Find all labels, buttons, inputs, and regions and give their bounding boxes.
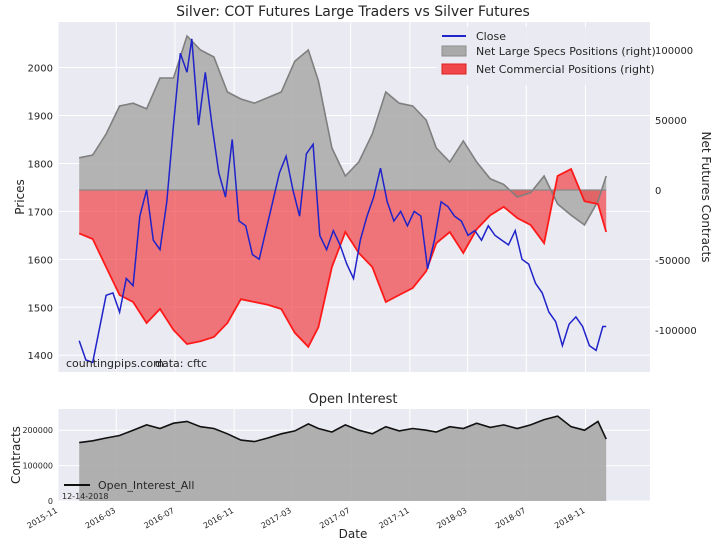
top-left-axis-label: Prices [13, 179, 27, 215]
close-price-line [78, 38, 607, 364]
commercial-line [78, 167, 608, 349]
legend-label-open-interest: Open_Interest_All [98, 479, 194, 492]
x-tick-label: 2016-03 [84, 506, 117, 531]
bottom-chart-title: Open Interest [309, 392, 398, 407]
top-right-axis-label: Net Futures Contracts [699, 131, 712, 262]
open-interest-area [79, 416, 607, 501]
bottom-left-tick-label: 0 [48, 497, 53, 506]
bottom-y-axis-label: Contracts [9, 426, 23, 484]
x-tick-label: 2016-11 [202, 506, 235, 531]
x-axis-label: Date [339, 527, 368, 541]
bottom-left-tick-label: 200000 [22, 426, 53, 435]
legend-label-large-specs: Net Large Specs Positions (right) [476, 45, 656, 58]
left-tick-label: 1900 [28, 111, 53, 122]
data-source-annotation: data: cftc [155, 357, 207, 370]
large-specs-area [79, 36, 607, 225]
left-tick-label: 1600 [28, 255, 53, 266]
top-chart-title: Silver: COT Futures Large Traders vs Sil… [176, 4, 530, 20]
top-right-axis-ticks: -100000 -50000 0 50000 100000 [655, 46, 697, 337]
top-left-axis-ticks: 1400 1500 1600 1700 1800 1900 2000 [28, 64, 53, 363]
right-tick-label: -50000 [655, 256, 690, 267]
bottom-legend: Open_Interest_All [64, 479, 194, 492]
date-annotation: 12-14-2018 [62, 492, 109, 501]
x-tick-label: 2015-11 [26, 506, 59, 531]
top-series [78, 34, 608, 364]
legend-swatch-large-specs [441, 45, 467, 57]
commercial-area [79, 169, 607, 347]
left-tick-label: 1700 [28, 207, 53, 218]
bottom-x-axis-ticks: 2015-11 2016-03 2016-07 2016-11 2017-03 2017-… [26, 506, 587, 531]
bottom-left-tick-label: 100000 [22, 462, 53, 471]
left-tick-label: 1500 [28, 303, 53, 314]
x-tick-label: 2018-11 [553, 506, 586, 531]
top-legend: Close Net Large Specs Positions (right) … [436, 27, 656, 85]
right-tick-label: 50000 [655, 116, 687, 127]
left-tick-label: 1400 [28, 351, 53, 362]
left-tick-label: 1800 [28, 159, 53, 170]
right-tick-label: -100000 [655, 326, 697, 337]
open-interest-line [79, 415, 607, 444]
legend-label-commercial: Net Commercial Positions (right) [476, 63, 655, 76]
x-tick-label: 2018-03 [435, 506, 468, 531]
x-tick-label: 2017-11 [377, 506, 410, 531]
legend-swatch-commercial [441, 63, 467, 75]
legend-label-close: Close [476, 30, 506, 43]
bottom-series [79, 415, 607, 501]
x-tick-label: 2018-07 [494, 506, 527, 531]
right-tick-label: 100000 [655, 46, 693, 57]
left-tick-label: 2000 [28, 64, 53, 75]
x-tick-label: 2017-03 [259, 506, 292, 531]
right-tick-label: 0 [655, 186, 661, 197]
source-annotation: countingpips.com [66, 357, 164, 370]
large-specs-line [79, 34, 607, 227]
bottom-left-axis-ticks: 0 100000 200000 [22, 426, 53, 506]
x-tick-label: 2016-07 [143, 506, 176, 531]
